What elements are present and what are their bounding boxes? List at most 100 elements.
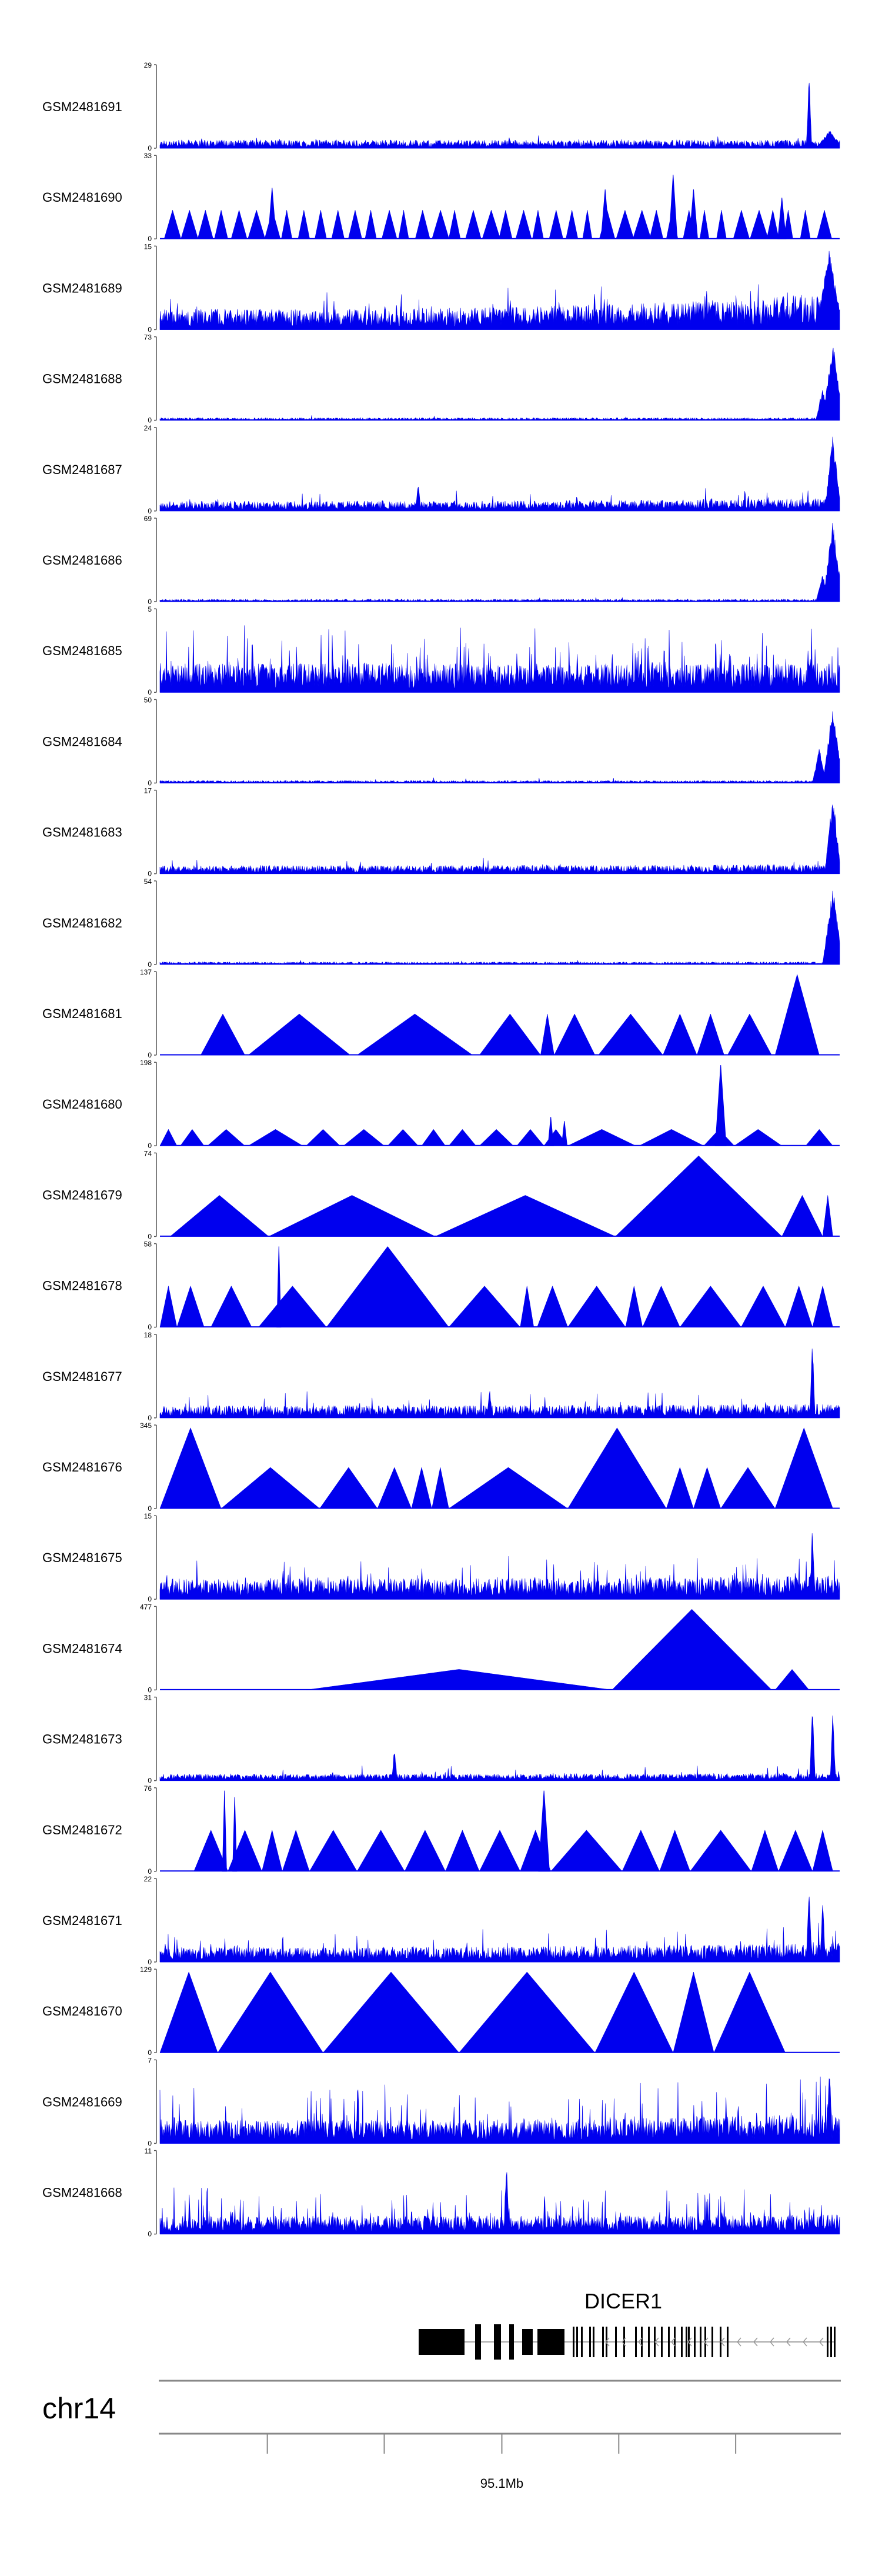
strand-arrow xyxy=(622,2337,626,2347)
exon xyxy=(537,2329,564,2355)
coverage-spike xyxy=(268,188,277,239)
exon xyxy=(522,2329,533,2355)
y-max-label: 58 xyxy=(144,1240,152,1249)
coverage-triangle xyxy=(180,1129,205,1146)
track-GSM2481675: GSM2481675 15 0 xyxy=(42,1512,840,1603)
y-min-label: 0 xyxy=(148,1142,152,1150)
coverage-triangle xyxy=(785,1285,813,1327)
exon xyxy=(606,2327,607,2357)
coverage-triangle xyxy=(713,1971,786,2053)
track-label: GSM2481675 xyxy=(42,1550,122,1565)
coverage-area xyxy=(159,711,840,783)
coverage-triangle xyxy=(663,1013,697,1056)
coverage-area xyxy=(159,2076,840,2144)
coverage-spike xyxy=(232,1797,238,1872)
coverage-triangle xyxy=(537,1285,568,1327)
coverage-triangle xyxy=(448,210,461,239)
exon xyxy=(668,2327,670,2357)
strand-arrow xyxy=(704,2337,709,2347)
coverage-triangle xyxy=(693,1467,721,1509)
track-label: GSM2481686 xyxy=(42,553,122,568)
coverage-triangle xyxy=(230,209,248,239)
track-label: GSM2481690 xyxy=(42,190,122,205)
coverage-triangle xyxy=(217,1971,323,2053)
coverage-spike xyxy=(561,1121,568,1146)
coverage-triangle xyxy=(567,1427,667,1509)
strand-arrow xyxy=(770,2337,774,2347)
coverage-triangle xyxy=(193,1830,228,1872)
y-min-label: 0 xyxy=(148,2139,152,2147)
y-min-label: 0 xyxy=(148,779,152,787)
track-label: GSM2481672 xyxy=(42,1823,122,1837)
strand-arrow xyxy=(753,2337,758,2347)
coverage-spike xyxy=(222,1790,227,1872)
coverage-triangle xyxy=(549,210,564,239)
track-label: GSM2481679 xyxy=(42,1187,122,1202)
track-label: GSM2481671 xyxy=(42,1913,122,1928)
coverage-triangle xyxy=(214,210,228,239)
strand-arrow xyxy=(720,2337,725,2347)
coverage-area xyxy=(159,1715,840,1781)
track-GSM2481669: GSM2481669 7 0 xyxy=(42,2056,840,2147)
exon xyxy=(602,2327,604,2357)
coverage-triangle xyxy=(200,1013,245,1056)
coverage-triangle xyxy=(673,1971,714,2053)
genome-axis: chr14 95.1Mb xyxy=(42,2380,841,2491)
y-max-label: 18 xyxy=(144,1331,152,1339)
exon xyxy=(475,2324,481,2360)
exon xyxy=(576,2327,578,2357)
track-GSM2481671: GSM2481671 22 0 xyxy=(42,1875,840,1966)
coverage-triangle xyxy=(622,1830,660,1872)
y-min-label: 0 xyxy=(148,144,152,152)
y-min-label: 0 xyxy=(148,325,152,333)
coverage-triangle xyxy=(582,210,593,239)
exon xyxy=(641,2327,643,2357)
exon xyxy=(686,2327,687,2357)
y-min-label: 0 xyxy=(148,1595,152,1603)
track-GSM2481689: GSM2481689 15 0 xyxy=(42,242,840,333)
coverage-triangle xyxy=(159,1971,218,2053)
coverage-triangle xyxy=(734,1129,783,1146)
track-GSM2481676: GSM2481676 345 0 xyxy=(42,1422,840,1513)
coverage-area xyxy=(159,1533,840,1600)
y-max-label: 24 xyxy=(144,424,152,432)
y-max-label: 7 xyxy=(148,2056,152,2064)
track-GSM2481673: GSM2481673 31 0 xyxy=(42,1694,840,1785)
coverage-triangle xyxy=(258,1286,327,1327)
coverage-triangle xyxy=(479,1013,541,1056)
track-GSM2481691: GSM2481691 29 0 xyxy=(42,61,840,152)
coverage-triangle xyxy=(181,209,199,239)
exon xyxy=(581,2327,583,2357)
y-max-label: 137 xyxy=(140,968,152,976)
coverage-triangle xyxy=(377,1467,412,1509)
y-max-label: 17 xyxy=(144,787,152,795)
y-max-label: 73 xyxy=(144,333,152,342)
coverage-triangle xyxy=(639,1129,704,1146)
gene-track: DICER1 xyxy=(419,2289,836,2360)
coverage-triangle xyxy=(448,1129,477,1146)
track-label: GSM2481687 xyxy=(42,462,122,477)
y-max-label: 15 xyxy=(144,1512,152,1520)
coverage-triangle xyxy=(211,1286,252,1327)
coverage-triangle xyxy=(774,973,820,1056)
coverage-triangle xyxy=(778,1830,813,1872)
coverage-triangle xyxy=(666,1467,694,1509)
track-label: GSM2481691 xyxy=(42,99,122,114)
track-label: GSM2481669 xyxy=(42,2094,122,2109)
coverage-triangle xyxy=(465,209,482,239)
exon xyxy=(623,2327,625,2357)
coverage-area xyxy=(159,625,840,693)
y-max-label: 22 xyxy=(144,1875,152,1883)
y-max-label: 74 xyxy=(144,1149,152,1157)
strand-arrow xyxy=(687,2337,692,2347)
coverage-triangle xyxy=(594,1971,674,2053)
exon xyxy=(615,2327,617,2357)
coverage-area xyxy=(159,1896,840,1963)
track-GSM2481683: GSM2481683 17 0 xyxy=(42,787,840,878)
coverage-area xyxy=(159,1349,840,1419)
strand-arrow xyxy=(819,2337,824,2347)
track-GSM2481690: GSM2481690 33 0 xyxy=(42,152,840,243)
y-min-label: 0 xyxy=(148,598,152,606)
exon xyxy=(674,2327,676,2357)
coverage-triangle xyxy=(733,209,750,239)
